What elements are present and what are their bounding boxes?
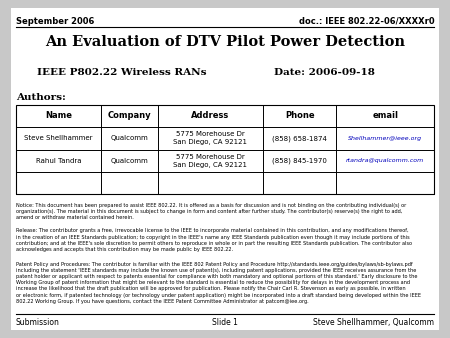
- Text: September 2006: September 2006: [16, 17, 94, 26]
- Text: 5775 Morehouse Dr
San Diego, CA 92121: 5775 Morehouse Dr San Diego, CA 92121: [173, 154, 248, 168]
- Text: Qualcomm: Qualcomm: [111, 135, 148, 141]
- Text: (858) 845-1970: (858) 845-1970: [272, 158, 327, 164]
- Text: 5775 Morehouse Dr
San Diego, CA 92121: 5775 Morehouse Dr San Diego, CA 92121: [173, 131, 248, 145]
- Text: Qualcomm: Qualcomm: [111, 158, 148, 164]
- Text: IEEE P802.22 Wireless RANs: IEEE P802.22 Wireless RANs: [37, 68, 206, 77]
- Text: Release: The contributor grants a free, irrevocable license to the IEEE to incor: Release: The contributor grants a free, …: [16, 228, 412, 252]
- Text: Steve Shellhammer: Steve Shellhammer: [24, 135, 93, 141]
- Text: (858) 658-1874: (858) 658-1874: [272, 135, 327, 142]
- Text: Date: 2006-09-18: Date: 2006-09-18: [274, 68, 374, 77]
- Bar: [16, 105, 434, 194]
- Text: Shellhammer@ieee.org: Shellhammer@ieee.org: [348, 136, 423, 141]
- Text: Name: Name: [45, 112, 72, 120]
- Text: An Evaluation of DTV Pilot Power Detection: An Evaluation of DTV Pilot Power Detecti…: [45, 35, 405, 49]
- Text: Slide 1: Slide 1: [212, 318, 238, 327]
- Text: Rahul Tandra: Rahul Tandra: [36, 158, 81, 164]
- Text: Company: Company: [108, 112, 151, 120]
- Text: Submission: Submission: [16, 318, 59, 327]
- Text: doc.: IEEE 802.22-06/XXXXr0: doc.: IEEE 802.22-06/XXXXr0: [299, 17, 434, 26]
- Text: Patent Policy and Procedures: The contributor is familiar with the IEEE 802 Pate: Patent Policy and Procedures: The contri…: [16, 262, 421, 304]
- Text: Steve Shellhammer, Qualcomm: Steve Shellhammer, Qualcomm: [313, 318, 434, 327]
- Text: Notice: This document has been prepared to assist IEEE 802.22. It is offered as : Notice: This document has been prepared …: [16, 203, 406, 220]
- Text: Phone: Phone: [285, 112, 315, 120]
- Text: email: email: [372, 112, 398, 120]
- Text: rtandra@qualcomm.com: rtandra@qualcomm.com: [346, 158, 424, 163]
- Text: Address: Address: [191, 112, 230, 120]
- Text: Authors:: Authors:: [16, 93, 66, 102]
